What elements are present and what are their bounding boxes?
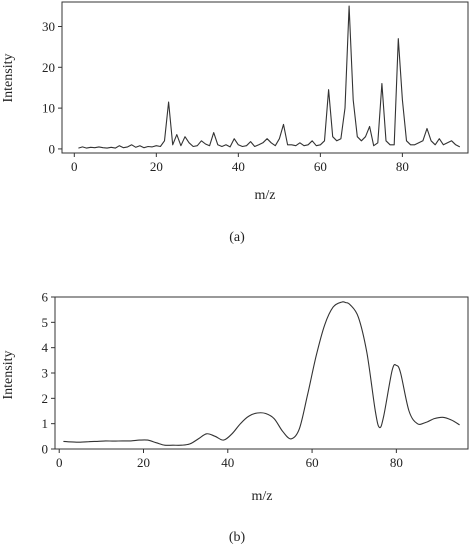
chart-b-ytick-label: 3 xyxy=(42,366,49,381)
chart-a-ylabel: Intensity xyxy=(1,54,16,103)
chart-a-ytick-label: 10 xyxy=(42,101,55,116)
chart-b-xlabel: m/z xyxy=(252,489,273,504)
chart-a-ytick-label: 0 xyxy=(49,141,56,156)
chart-a: 0 20 40 60 80 0 10 20 30 m/z Intensity (a) xyxy=(1,1,469,245)
chart-b-frame xyxy=(54,296,469,450)
chart-a-frame xyxy=(61,1,469,154)
chart-a-caption: (a) xyxy=(229,230,245,245)
chart-b-ytick-label: 6 xyxy=(42,290,49,305)
chart-b-ytick-label: 5 xyxy=(42,315,49,330)
chart-b-ytick-label: 2 xyxy=(42,391,49,406)
chart-a-ytick-label: 30 xyxy=(42,19,55,34)
chart-b-ytick-label: 0 xyxy=(42,442,49,457)
chart-b-ylabel: Intensity xyxy=(1,351,16,400)
chart-b-xtick-label: 40 xyxy=(221,455,234,470)
chart-b-series-line xyxy=(63,301,460,446)
chart-b-xtick-label: 60 xyxy=(306,455,319,470)
chart-a-series-line xyxy=(78,5,461,149)
chart-b-xticks: 0 20 40 60 80 xyxy=(56,449,403,470)
chart-b-xtick-label: 80 xyxy=(390,455,403,470)
chart-a-xtick-label: 0 xyxy=(71,159,78,174)
chart-b-ytick-label: 4 xyxy=(42,340,49,355)
chart-a-xtick-label: 80 xyxy=(396,159,409,174)
chart-a-ytick-label: 20 xyxy=(42,60,55,75)
chart-a-xtick-label: 20 xyxy=(150,159,163,174)
chart-b: 0 20 40 60 80 0 1 2 3 4 5 6 m/z Intensity (b) xyxy=(1,290,469,545)
chart-b-xtick-label: 0 xyxy=(56,455,63,470)
chart-b-yticks: 0 1 2 3 4 5 6 xyxy=(42,290,55,457)
chart-a-xlabel: m/z xyxy=(255,188,276,203)
chart-b-ytick-label: 1 xyxy=(42,416,49,431)
chart-a-xtick-label: 40 xyxy=(232,159,245,174)
chart-b-caption: (b) xyxy=(229,530,246,545)
chart-a-yticks: 0 10 20 30 xyxy=(42,19,62,156)
chart-a-xticks: 0 20 40 60 80 xyxy=(71,153,409,174)
chart-a-xtick-label: 60 xyxy=(314,159,327,174)
chart-b-xtick-label: 20 xyxy=(137,455,150,470)
